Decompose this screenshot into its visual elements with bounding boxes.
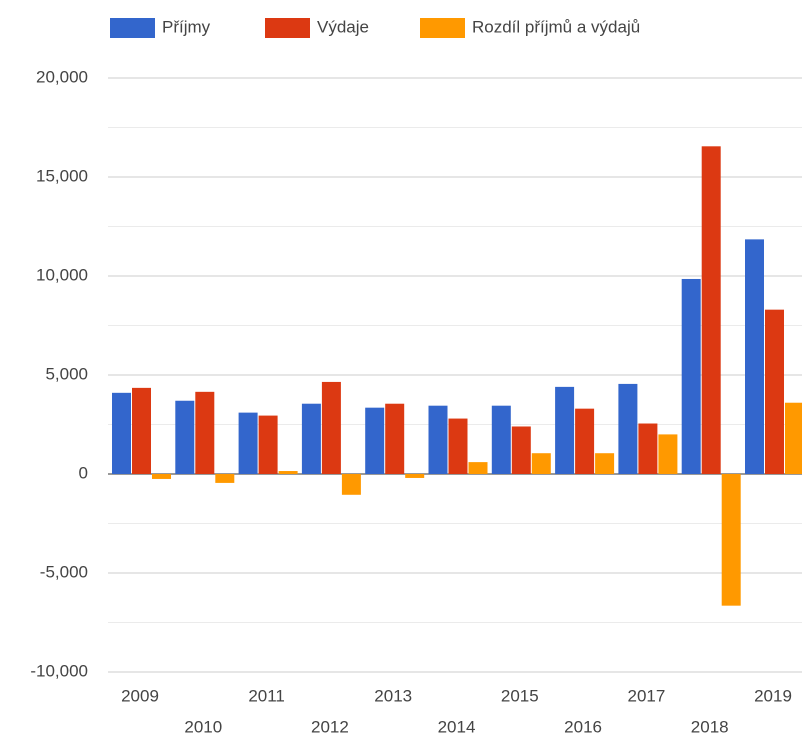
x-tick-label: 2018 bbox=[691, 717, 729, 735]
legend-swatch bbox=[265, 18, 310, 38]
bar bbox=[258, 415, 278, 474]
legend-label: Příjmy bbox=[162, 17, 211, 36]
y-tick-label: -10,000 bbox=[30, 661, 88, 680]
bar bbox=[215, 474, 235, 483]
legend-swatch bbox=[420, 18, 465, 38]
x-tick-label: 2013 bbox=[374, 686, 412, 705]
bar bbox=[595, 453, 615, 474]
bar bbox=[638, 423, 658, 474]
bar bbox=[448, 418, 468, 474]
x-tick-label: 2011 bbox=[248, 686, 285, 705]
bar bbox=[681, 278, 701, 474]
bar bbox=[658, 434, 678, 474]
x-tick-label: 2016 bbox=[564, 717, 602, 735]
bar bbox=[531, 453, 551, 474]
bar bbox=[745, 239, 764, 474]
legend-swatch bbox=[110, 18, 155, 38]
bar bbox=[701, 146, 721, 474]
y-tick-label: 15,000 bbox=[36, 166, 88, 185]
bar bbox=[385, 403, 405, 474]
bar bbox=[301, 403, 321, 474]
x-tick-label: 2009 bbox=[121, 686, 159, 705]
bar bbox=[468, 462, 488, 474]
bar bbox=[152, 474, 171, 479]
y-tick-label: -5,000 bbox=[40, 562, 88, 581]
x-tick-label: 2017 bbox=[627, 686, 665, 705]
bar bbox=[405, 474, 425, 478]
bar bbox=[321, 381, 341, 474]
bar bbox=[721, 474, 741, 606]
bar bbox=[195, 391, 215, 474]
y-tick-label: 20,000 bbox=[36, 67, 88, 86]
bar bbox=[238, 412, 258, 474]
bar bbox=[112, 392, 131, 474]
bar bbox=[765, 309, 784, 474]
bar bbox=[175, 400, 195, 474]
bar bbox=[428, 405, 448, 474]
bar bbox=[555, 386, 575, 474]
bar bbox=[618, 383, 638, 474]
legend-label: Rozdíl příjmů a výdajů bbox=[472, 17, 640, 36]
x-tick-label: 2012 bbox=[311, 717, 349, 735]
bar bbox=[278, 471, 298, 474]
x-tick-label: 2015 bbox=[501, 686, 539, 705]
x-tick-label: 2014 bbox=[438, 717, 476, 735]
x-tick-label: 2019 bbox=[754, 686, 792, 705]
bar bbox=[341, 474, 361, 495]
y-tick-label: 10,000 bbox=[36, 265, 88, 284]
bar bbox=[132, 387, 151, 474]
y-tick-label: 5,000 bbox=[45, 364, 88, 383]
bar bbox=[491, 405, 511, 474]
bar bbox=[575, 408, 595, 474]
x-tick-label: 2010 bbox=[184, 717, 222, 735]
bar bbox=[785, 402, 802, 474]
bar bbox=[365, 407, 385, 474]
bar bbox=[511, 426, 531, 474]
legend-label: Výdaje bbox=[317, 17, 369, 36]
y-tick-label: 0 bbox=[79, 463, 88, 482]
